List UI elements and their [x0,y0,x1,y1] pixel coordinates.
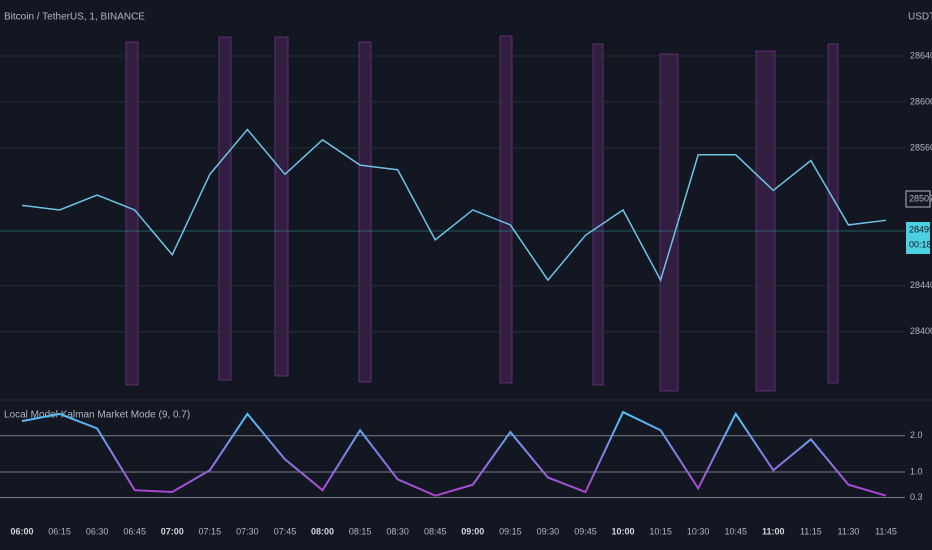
x-tick-label: 06:00 [10,526,33,536]
price-tag-text: 28507.9 [909,193,932,203]
last-price-text: 28499.6 [909,224,932,234]
x-tick-label: 06:45 [123,526,146,536]
x-tick-label: 07:15 [199,526,222,536]
x-tick-label: 09:00 [461,526,484,536]
x-tick-label: 11:00 [762,526,785,536]
x-tick-label: 11:15 [800,526,822,536]
y-tick-label: 0.3 [910,492,923,502]
x-tick-label: 06:15 [48,526,71,536]
y-tick-label: 28400.0 [910,326,932,336]
x-tick-label: 11:45 [875,526,897,536]
y-tick-label: 2.0 [910,430,923,440]
y-tick-label: 1.0 [910,466,923,476]
series-line [21,410,887,497]
currency: USDT [908,12,932,23]
symbol-title: Bitcoin / TetherUS, 1, BINANCE [4,12,145,23]
x-tick-label: 09:45 [574,526,597,536]
x-tick-label: 11:30 [838,526,860,536]
x-tick-label: 10:15 [649,526,672,536]
x-tick-label: 06:30 [86,526,109,536]
x-tick-label: 08:45 [424,526,447,536]
y-tick-label: 28600.0 [910,96,932,106]
y-tick-label: 28560.0 [910,142,932,152]
x-tick-label: 08:00 [311,526,334,536]
x-tick-label: 07:45 [274,526,297,536]
x-tick-label: 10:30 [687,526,710,536]
x-tick-label: 10:45 [724,526,747,536]
x-tick-label: 09:30 [537,526,560,536]
x-tick-label: 08:15 [349,526,372,536]
y-tick-label: 28440.0 [910,280,932,290]
x-tick-label: 07:30 [236,526,259,536]
x-tick-label: 10:00 [612,526,635,536]
series-line [21,128,887,283]
x-tick-label: 07:00 [161,526,184,536]
countdown: 00:18 [909,239,932,249]
indicator-title: Local Model Kalman Market Mode (9, 0.7) [4,410,190,421]
last-price-tag [906,222,930,254]
highlight-bands [125,35,839,392]
price-tag [905,190,931,208]
x-tick-label: 09:15 [499,526,522,536]
x-tick-label: 08:30 [386,526,409,536]
